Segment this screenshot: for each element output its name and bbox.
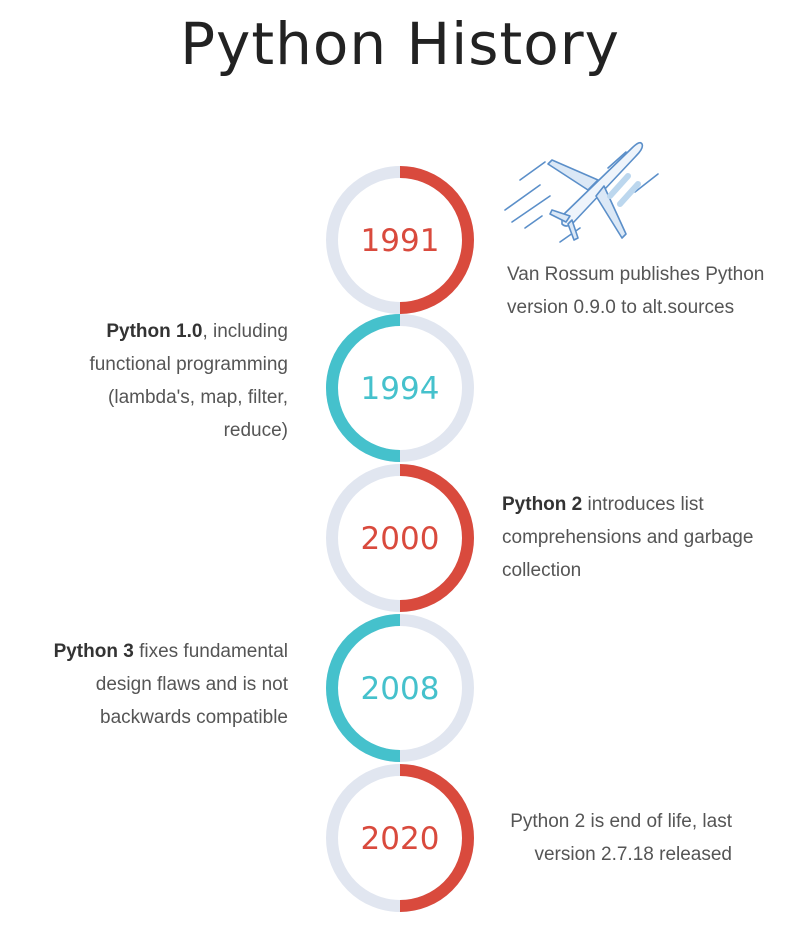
milestone-node-2020: 2020 <box>326 764 474 912</box>
page-title: Python History <box>180 10 620 78</box>
milestone-1991-description: Van Rossum publishes Python version 0.9.… <box>507 258 767 324</box>
milestone-year: 1994 <box>361 371 440 407</box>
milestone-2020-text: Python 2 is end of life, last version 2.… <box>510 811 732 865</box>
milestone-2008-text: fixes fundamental design flaws and is no… <box>95 641 288 728</box>
milestone-node-1991: 1991 <box>326 166 474 314</box>
milestone-1994-bold: Python 1.0 <box>106 321 203 342</box>
milestone-2000-bold: Python 2 <box>502 494 583 515</box>
milestone-2000-text: introduces list comprehensions and garba… <box>502 494 754 581</box>
milestone-year: 1991 <box>361 223 440 259</box>
airplane-icon <box>504 141 659 243</box>
milestone-1994-text: , including functional programming (lamb… <box>89 321 288 441</box>
milestone-year: 2008 <box>361 671 440 707</box>
milestone-node-1994: 1994 <box>326 314 474 462</box>
milestone-node-2008: 2008 <box>326 614 474 762</box>
milestone-arc <box>399 464 474 612</box>
milestone-2008-description: Python 3 fixes fundamental design flaws … <box>30 635 288 734</box>
milestone-arc <box>326 314 401 462</box>
milestone-1991-text: Van Rossum publishes Python version 0.9.… <box>507 264 765 318</box>
milestone-year: 2000 <box>361 521 440 557</box>
milestone-2008-bold: Python 3 <box>53 641 134 662</box>
milestone-arc <box>326 614 401 762</box>
milestone-node-2000: 2000 <box>326 464 474 612</box>
milestone-arc <box>399 166 474 314</box>
milestone-arc <box>399 764 474 912</box>
milestone-2000-description: Python 2 introduces list comprehensions … <box>502 488 792 587</box>
milestone-1994-description: Python 1.0, including functional program… <box>40 315 288 447</box>
milestone-year: 2020 <box>361 821 440 857</box>
milestone-2020-description: Python 2 is end of life, last version 2.… <box>470 805 732 871</box>
